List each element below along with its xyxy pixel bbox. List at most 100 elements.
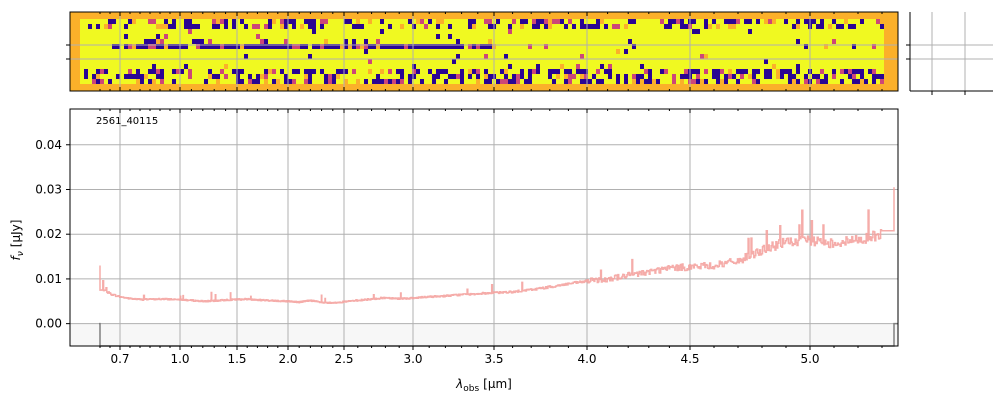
- heatmap-cell: [436, 24, 440, 29]
- heatmap-cell: [740, 74, 744, 79]
- heatmap-cell: [532, 69, 536, 74]
- heatmap-cell: [696, 29, 700, 34]
- heatmap-cell: [268, 69, 272, 74]
- heatmap-cell: [228, 44, 232, 49]
- heatmap-cell: [156, 34, 160, 39]
- heatmap-cell: [768, 19, 772, 24]
- x-tick-label: 4.5: [680, 352, 699, 366]
- heatmap-cell: [532, 19, 536, 24]
- heatmap-cell: [232, 19, 236, 24]
- heatmap-cell: [508, 29, 512, 34]
- heatmap-cell: [288, 44, 292, 49]
- heatmap-cell: [252, 79, 256, 84]
- heatmap-cell: [500, 69, 504, 74]
- x-tick-label: 3.0: [403, 352, 422, 366]
- heatmap-cell: [536, 64, 540, 69]
- heatmap-cell: [280, 19, 284, 24]
- heatmap-cell: [364, 44, 368, 49]
- heatmap-cell: [752, 74, 756, 79]
- heatmap-cell: [368, 44, 372, 49]
- heatmap-cell: [520, 24, 524, 29]
- heatmap-cell: [584, 79, 588, 84]
- heatmap-cell: [824, 79, 828, 84]
- heatmap-cell: [704, 79, 708, 84]
- heatmap-cell: [288, 19, 292, 24]
- heatmap-cell: [128, 74, 132, 79]
- heatmap-cell: [472, 24, 476, 29]
- heatmap-cell: [220, 69, 224, 74]
- heatmap-cell: [324, 79, 328, 84]
- heatmap-cell: [172, 79, 176, 84]
- heatmap-cell: [412, 44, 416, 49]
- heatmap-cell: [704, 69, 708, 74]
- 1d-spectrum-frame: [69, 108, 899, 347]
- heatmap-cell: [840, 69, 844, 74]
- heatmap-cell: [460, 79, 464, 84]
- 2d-spectrum-panel: [66, 11, 899, 92]
- heatmap-cell: [528, 44, 532, 49]
- heatmap-cell: [152, 79, 156, 84]
- heatmap-cell: [156, 39, 160, 44]
- heatmap-cell: [420, 19, 424, 24]
- heatmap-cell: [272, 19, 276, 24]
- heatmap-cell: [244, 54, 248, 59]
- heatmap-cell: [224, 64, 228, 69]
- heatmap-cell: [308, 69, 312, 74]
- heatmap-cell: [268, 19, 272, 24]
- heatmap-cell: [148, 44, 152, 49]
- x-tick-label: 0.7: [110, 352, 129, 366]
- heatmap-cell: [836, 24, 840, 29]
- heatmap-cell: [136, 79, 140, 84]
- heatmap-cell: [764, 19, 768, 24]
- heatmap-cell: [312, 24, 316, 29]
- heatmap-cell: [304, 79, 308, 84]
- heatmap-cell: [600, 79, 604, 84]
- heatmap-cell: [388, 69, 392, 74]
- heatmap-cell: [716, 74, 720, 79]
- heatmap-cell: [152, 44, 156, 49]
- heatmap-cell: [304, 74, 308, 79]
- y-tick-label: 0.03: [35, 182, 62, 196]
- heatmap-cell: [856, 69, 860, 74]
- heatmap-cell: [508, 79, 512, 84]
- heatmap-cell: [324, 19, 328, 24]
- heatmap-cell: [488, 74, 492, 79]
- heatmap-cell: [208, 44, 212, 49]
- heatmap-cell: [440, 19, 444, 24]
- heatmap-cell: [332, 79, 336, 84]
- heatmap-cell: [568, 69, 572, 74]
- heatmap-cell: [732, 74, 736, 79]
- heatmap-cell: [796, 79, 800, 84]
- heatmap-cell: [724, 19, 728, 24]
- heatmap-cell: [728, 24, 732, 29]
- heatmap-cell: [444, 69, 448, 74]
- heatmap-cell: [804, 19, 808, 24]
- heatmap-cell: [504, 79, 508, 84]
- heatmap-cell: [712, 19, 716, 24]
- heatmap-cell: [480, 44, 484, 49]
- heatmap-cell: [356, 44, 360, 49]
- heatmap-cell: [436, 44, 440, 49]
- 2d-spectrum-ticks: [66, 12, 883, 91]
- heatmap-cell: [460, 44, 464, 49]
- y-tick-label: 0.00: [35, 317, 62, 331]
- heatmap-cell: [780, 69, 784, 74]
- heatmap-cell: [560, 19, 564, 24]
- heatmap-cell: [136, 69, 140, 74]
- heatmap-cell: [212, 74, 216, 79]
- heatmap-cell: [856, 79, 860, 84]
- heatmap-cell: [224, 74, 228, 79]
- heatmap-cell: [516, 79, 520, 84]
- heatmap-cell: [664, 69, 668, 74]
- heatmap-cell: [864, 79, 868, 84]
- heatmap-cell: [624, 49, 628, 54]
- heatmap-cell: [276, 44, 280, 49]
- heatmap-cell: [92, 79, 96, 84]
- heatmap-cell: [824, 44, 828, 49]
- heatmap-cell: [408, 79, 412, 84]
- heatmap-cell: [796, 64, 800, 69]
- heatmap-cell: [172, 44, 176, 49]
- heatmap-cell: [728, 74, 732, 79]
- heatmap-cell: [748, 19, 752, 24]
- heatmap-cell: [188, 74, 192, 79]
